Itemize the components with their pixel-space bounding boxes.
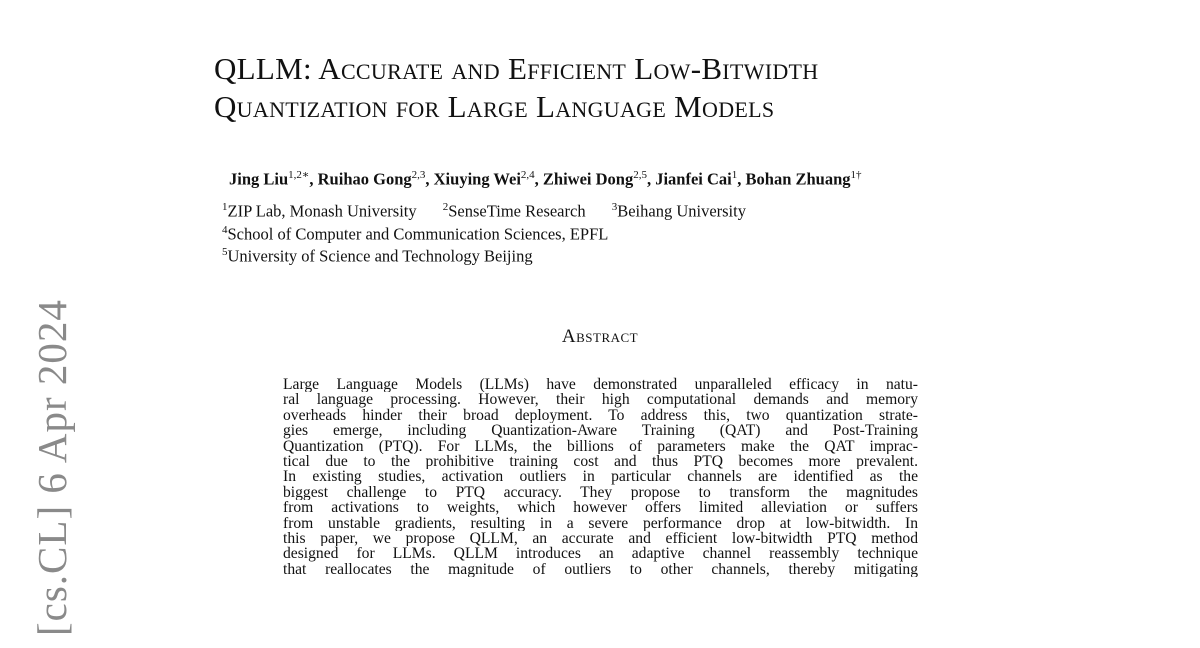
abstract-line: from activations to weights, which howev… <box>283 500 918 516</box>
arxiv-stamp: [cs.CL] 6 Apr 2024 <box>29 299 75 636</box>
abstract-line: overheads hinder their broad deployment.… <box>283 407 918 424</box>
abstract-line: tical due to the prohibitive training co… <box>283 453 918 470</box>
abstract-line: biggest challenge to PTQ accuracy. They … <box>283 484 918 501</box>
affiliation: University of Science and Technology Bei… <box>227 246 533 266</box>
abstract-line: ral language processing. However, their … <box>283 392 918 408</box>
author: Jianfei Cai <box>655 169 732 189</box>
abstract-line: gies emerge, including Quantization-Awar… <box>283 423 918 439</box>
paper-title: QLLM: Accurate and Efficient Low-Bitwidt… <box>214 50 818 126</box>
abstract-line: designed for LLMs. QLLM introduces an ad… <box>283 546 918 562</box>
abstract-line: In existing studies, activation outliers… <box>283 469 918 485</box>
affiliation: Beihang University <box>617 201 746 221</box>
author: Xiuying Wei <box>433 169 521 189</box>
affiliation: SenseTime Research <box>448 201 586 221</box>
abstract-line: that reallocates the magnitude of outlie… <box>283 561 918 578</box>
affiliation-line: 5University of Science and Technology Be… <box>222 246 533 266</box>
affiliation-line: 1ZIP Lab, Monash University 2SenseTime R… <box>222 201 746 221</box>
affiliation: ZIP Lab, Monash University <box>227 201 417 221</box>
affiliation-line: 4School of Computer and Communication Sc… <box>222 224 609 244</box>
abstract-line: this paper, we propose QLLM, an accurate… <box>283 530 918 547</box>
author: Bohan Zhuang <box>745 169 851 189</box>
affiliation: School of Computer and Communication Sci… <box>227 224 609 244</box>
author: Jing Liu <box>229 169 289 189</box>
abstract-line: Large Language Models (LLMs) have demons… <box>283 377 918 393</box>
title-line-1: QLLM: Accurate and Efficient Low-Bitwidt… <box>214 51 819 86</box>
author: Zhiwei Dong <box>542 169 634 189</box>
author-list: Jing Liu1,2∗, Ruihao Gong2,3, Xiuying We… <box>229 169 862 189</box>
abstract-line: from unstable gradients, resulting in a … <box>283 515 918 531</box>
author: Ruihao Gong <box>317 169 412 189</box>
abstract-heading: Abstract <box>561 326 639 347</box>
abstract-body: Large Language Models (LLMs) have demons… <box>283 377 918 577</box>
abstract-line: Quantization (PTQ). For LLMs, the billio… <box>283 438 918 454</box>
title-line-2: Quantization for Large Language Models <box>214 89 775 124</box>
